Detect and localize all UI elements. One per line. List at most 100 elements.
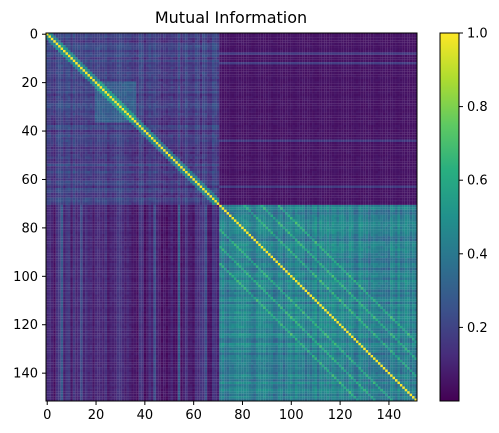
heatmap-cell (97, 91, 100, 94)
heatmap-cell (177, 86, 181, 89)
heatmap-cell (175, 79, 178, 82)
heatmap-cell (380, 42, 383, 46)
heatmap-cell (116, 98, 120, 101)
heatmap-cell (177, 47, 181, 51)
heatmap-cell (387, 93, 391, 97)
heatmap-cell (412, 79, 415, 82)
heatmap-cell (263, 69, 266, 72)
heatmap-cell (187, 105, 191, 109)
heatmap-cell (121, 42, 125, 46)
heatmap-cell (348, 57, 352, 60)
heatmap-cell (397, 49, 400, 53)
heatmap-cell (236, 59, 239, 63)
heatmap-cell (87, 52, 90, 55)
heatmap-cell (175, 86, 178, 89)
heatmap-cell (209, 49, 213, 53)
heatmap-cell (360, 98, 364, 101)
heatmap-cell (219, 42, 222, 46)
heatmap-cell (119, 69, 122, 72)
heatmap-cell (270, 66, 274, 70)
heatmap-cell (148, 54, 152, 58)
heatmap-cell (116, 88, 120, 92)
heatmap-cell (209, 40, 213, 43)
heatmap-cell (102, 62, 105, 65)
heatmap-cell (292, 79, 296, 82)
heatmap-cell (97, 33, 100, 36)
heatmap-cell (165, 52, 169, 55)
heatmap-cell (363, 64, 366, 67)
heatmap-cell (373, 42, 376, 46)
heatmap-cell (226, 59, 230, 63)
heatmap-cell (304, 33, 308, 36)
heatmap-cell (241, 42, 244, 46)
heatmap-cell (99, 57, 103, 60)
heatmap-cell (395, 49, 398, 53)
heatmap-cell (351, 105, 354, 109)
heatmap-cell (321, 33, 325, 36)
heatmap-cell (414, 100, 418, 104)
heatmap-cell (375, 54, 379, 58)
heatmap-cell (126, 35, 130, 38)
heatmap-cell (94, 37, 98, 41)
heatmap-cell (251, 95, 254, 99)
heatmap-cell (299, 88, 303, 92)
heatmap-cell (75, 54, 78, 58)
heatmap-cell (219, 103, 222, 106)
heatmap-cell (334, 98, 337, 101)
heatmap-cell (67, 98, 71, 101)
heatmap-cell (304, 49, 308, 53)
heatmap-cell (341, 64, 344, 67)
heatmap-cell (50, 76, 54, 80)
heatmap-cell (80, 108, 83, 111)
heatmap-cell (165, 62, 169, 65)
heatmap-cell (409, 33, 413, 36)
heatmap-cell (253, 95, 256, 99)
heatmap-cell (94, 103, 98, 106)
heatmap-cell (302, 91, 305, 94)
heatmap-cell (131, 40, 134, 43)
heatmap-cell (309, 37, 313, 41)
heatmap-cell (77, 86, 81, 89)
heatmap-cell (355, 81, 359, 84)
heatmap-cell (314, 42, 317, 46)
heatmap-cell (219, 33, 222, 36)
heatmap-cell (255, 81, 259, 84)
heatmap-cell (241, 59, 244, 63)
heatmap-cell (407, 105, 410, 109)
heatmap-cell (116, 64, 120, 67)
heatmap-cell (285, 66, 288, 70)
heatmap-cell (233, 35, 237, 38)
heatmap-cell (104, 62, 108, 65)
heatmap-cell (409, 45, 413, 48)
heatmap-cell (197, 54, 200, 58)
heatmap-cell (46, 66, 49, 70)
heatmap-cell (148, 62, 152, 65)
heatmap-cell (392, 40, 396, 43)
heatmap-cell (260, 91, 264, 94)
heatmap-cell (365, 59, 369, 63)
heatmap-cell (126, 37, 130, 41)
heatmap-cell (221, 59, 225, 63)
heatmap-cell (380, 83, 383, 87)
heatmap-cell (402, 79, 405, 82)
heatmap-cell (58, 64, 61, 67)
heatmap-cell (158, 57, 161, 60)
heatmap-cell (238, 100, 242, 104)
heatmap-cell (50, 110, 54, 113)
heatmap-cell (107, 103, 110, 106)
heatmap-cell (124, 108, 127, 111)
heatmap-cell (136, 59, 139, 63)
heatmap-cell (414, 105, 418, 109)
heatmap-cell (128, 95, 132, 99)
heatmap-cell (89, 49, 93, 53)
heatmap-cell (202, 88, 205, 92)
heatmap-cell (99, 69, 103, 72)
heatmap-cell (392, 91, 396, 94)
heatmap-cell (131, 95, 134, 99)
heatmap-cell (170, 83, 173, 87)
heatmap-cell (282, 81, 286, 84)
heatmap-cell (368, 108, 371, 111)
heatmap-cell (329, 33, 332, 36)
heatmap-cell (185, 86, 188, 89)
heatmap-cell (368, 103, 371, 106)
